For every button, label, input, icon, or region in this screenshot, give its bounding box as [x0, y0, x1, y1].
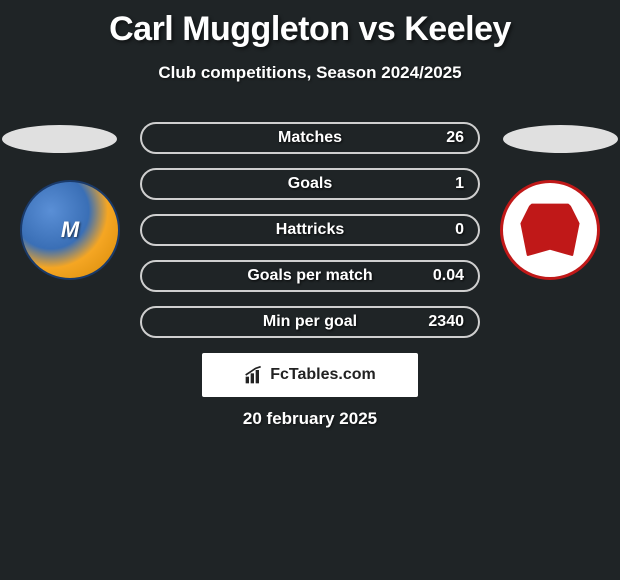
stat-row-goals-per-match: Goals per match 0.04 [140, 260, 480, 292]
stat-value: 26 [446, 129, 464, 147]
stat-row-min-per-goal: Min per goal 2340 [140, 306, 480, 338]
stat-row-goals: Goals 1 [140, 168, 480, 200]
club-crest-right [500, 180, 600, 280]
date-text: 20 february 2025 [243, 409, 377, 429]
stat-value: 2340 [428, 313, 464, 331]
stat-label: Goals [288, 175, 332, 193]
stat-value: 0 [455, 221, 464, 239]
branding-text: FcTables.com [270, 366, 376, 384]
page-subtitle: Club competitions, Season 2024/2025 [0, 63, 620, 83]
bar-chart-icon [244, 365, 264, 385]
stats-container: Matches 26 Goals 1 Hattricks 0 Goals per… [140, 122, 480, 338]
stat-value: 0.04 [433, 267, 464, 285]
club-crest-left [20, 180, 120, 280]
player-shadow-left [2, 125, 117, 153]
stat-label: Min per goal [263, 313, 357, 331]
stat-value: 1 [455, 175, 464, 193]
stat-row-matches: Matches 26 [140, 122, 480, 154]
stat-row-hattricks: Hattricks 0 [140, 214, 480, 246]
player-shadow-right [503, 125, 618, 153]
stat-label: Goals per match [247, 267, 372, 285]
stat-label: Matches [278, 129, 342, 147]
branding-badge: FcTables.com [202, 353, 418, 397]
page-title: Carl Muggleton vs Keeley [0, 0, 620, 49]
stat-label: Hattricks [276, 221, 344, 239]
